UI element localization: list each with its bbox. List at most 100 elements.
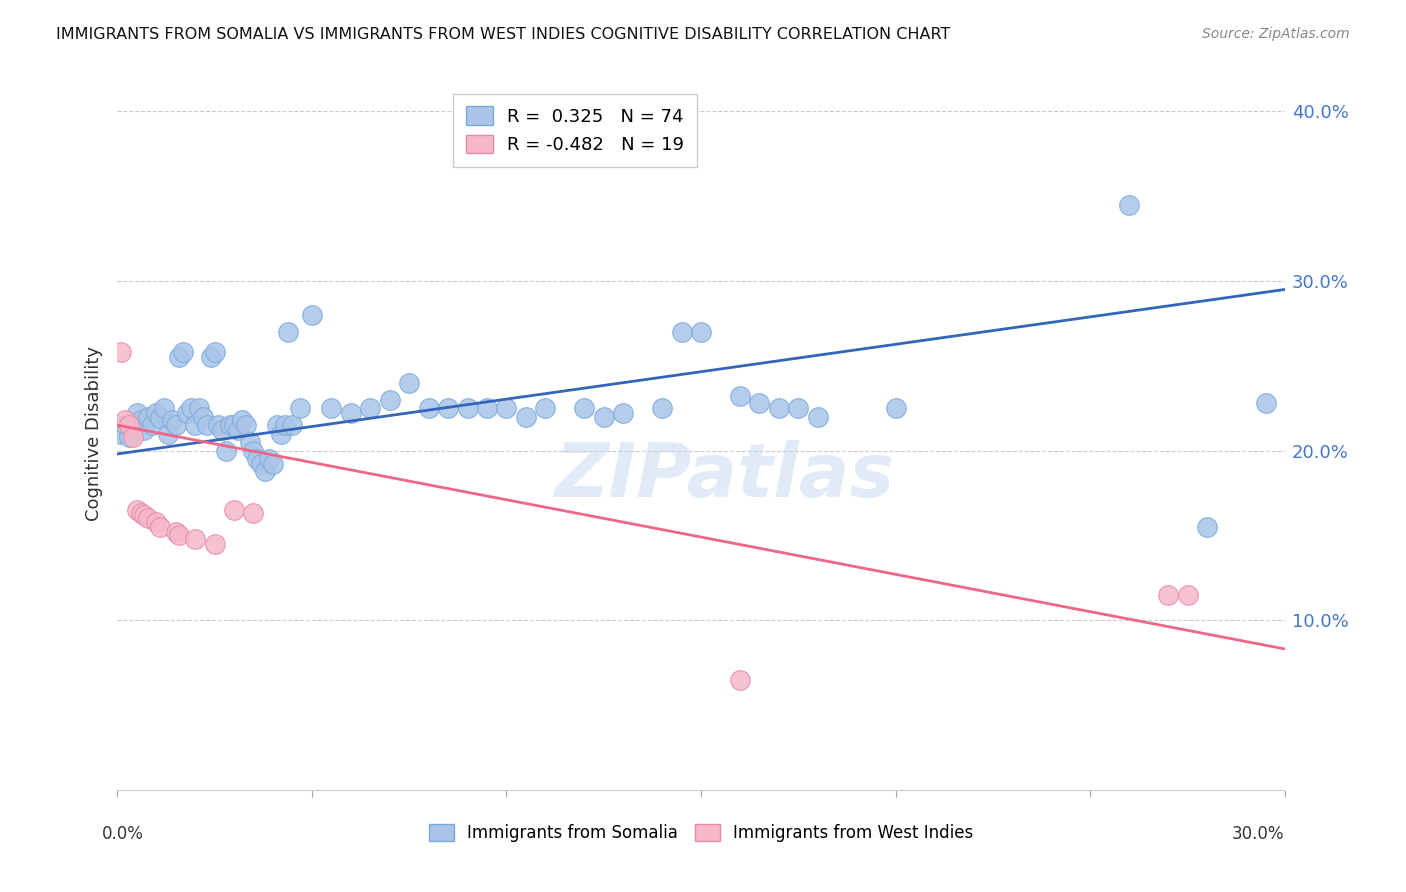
Point <box>807 409 830 424</box>
Point <box>125 503 148 517</box>
Point <box>118 430 141 444</box>
Point <box>728 673 751 687</box>
Point <box>172 345 194 359</box>
Point <box>242 506 264 520</box>
Point <box>515 409 537 424</box>
Point <box>118 418 141 433</box>
Point <box>884 401 907 416</box>
Point <box>134 423 156 437</box>
Point <box>378 392 401 407</box>
Point <box>219 418 242 433</box>
Point <box>1197 520 1219 534</box>
Point <box>136 409 159 424</box>
Point <box>153 401 176 416</box>
Point <box>207 418 229 433</box>
Point <box>277 325 299 339</box>
Point <box>165 524 187 539</box>
Point <box>301 308 323 322</box>
Text: 0.0%: 0.0% <box>101 825 143 843</box>
Point <box>180 401 202 416</box>
Y-axis label: Cognitive Disability: Cognitive Disability <box>86 346 103 521</box>
Text: ZIPatlas: ZIPatlas <box>554 440 894 513</box>
Point <box>169 351 191 365</box>
Point <box>748 396 770 410</box>
Point <box>534 401 557 416</box>
Point <box>136 511 159 525</box>
Point <box>121 421 143 435</box>
Point <box>273 418 295 433</box>
Point <box>149 411 172 425</box>
Point <box>398 376 420 390</box>
Point <box>125 406 148 420</box>
Point <box>254 464 277 478</box>
Point <box>475 401 498 416</box>
Point <box>728 389 751 403</box>
Point <box>187 401 209 416</box>
Point <box>288 401 311 416</box>
Point <box>1118 197 1140 211</box>
Point <box>191 409 214 424</box>
Point <box>114 413 136 427</box>
Point <box>145 406 167 420</box>
Point <box>257 452 280 467</box>
Point <box>437 401 460 416</box>
Point <box>211 423 233 437</box>
Point <box>184 532 207 546</box>
Point <box>195 418 218 433</box>
Legend: R =  0.325   N = 74, R = -0.482   N = 19: R = 0.325 N = 74, R = -0.482 N = 19 <box>453 94 697 167</box>
Point <box>418 401 440 416</box>
Point <box>321 401 343 416</box>
Point <box>1177 588 1199 602</box>
Point <box>671 325 693 339</box>
Point <box>204 537 226 551</box>
Point <box>110 426 132 441</box>
Point <box>359 401 381 416</box>
Point <box>235 418 257 433</box>
Point <box>215 443 238 458</box>
Point <box>149 520 172 534</box>
Point <box>145 515 167 529</box>
Point <box>574 401 596 416</box>
Point <box>222 418 245 433</box>
Point <box>222 503 245 517</box>
Point <box>651 401 673 416</box>
Point <box>768 401 790 416</box>
Text: 30.0%: 30.0% <box>1232 825 1285 843</box>
Point <box>129 413 152 427</box>
Point <box>169 528 191 542</box>
Point <box>339 406 361 420</box>
Point <box>110 345 132 359</box>
Point <box>242 443 264 458</box>
Point <box>141 418 163 433</box>
Point <box>457 401 479 416</box>
Point <box>226 423 249 437</box>
Point <box>592 409 614 424</box>
Point <box>690 325 713 339</box>
Point <box>184 418 207 433</box>
Point <box>200 351 222 365</box>
Text: Source: ZipAtlas.com: Source: ZipAtlas.com <box>1202 27 1350 41</box>
Point <box>281 418 304 433</box>
Point <box>270 426 292 441</box>
Point <box>1157 588 1180 602</box>
Point <box>165 418 187 433</box>
Point <box>134 508 156 522</box>
Point <box>612 406 634 420</box>
Point <box>262 457 284 471</box>
Point <box>114 418 136 433</box>
Point <box>156 426 179 441</box>
Point <box>238 435 260 450</box>
Point <box>266 418 288 433</box>
Point <box>231 413 253 427</box>
Point <box>204 345 226 359</box>
Point <box>495 401 517 416</box>
Text: IMMIGRANTS FROM SOMALIA VS IMMIGRANTS FROM WEST INDIES COGNITIVE DISABILITY CORR: IMMIGRANTS FROM SOMALIA VS IMMIGRANTS FR… <box>56 27 950 42</box>
Point <box>121 430 143 444</box>
Point <box>129 506 152 520</box>
Point <box>1254 396 1277 410</box>
Point <box>787 401 810 416</box>
Point <box>250 457 273 471</box>
Point <box>176 406 198 420</box>
Point <box>246 452 269 467</box>
Point <box>160 413 183 427</box>
